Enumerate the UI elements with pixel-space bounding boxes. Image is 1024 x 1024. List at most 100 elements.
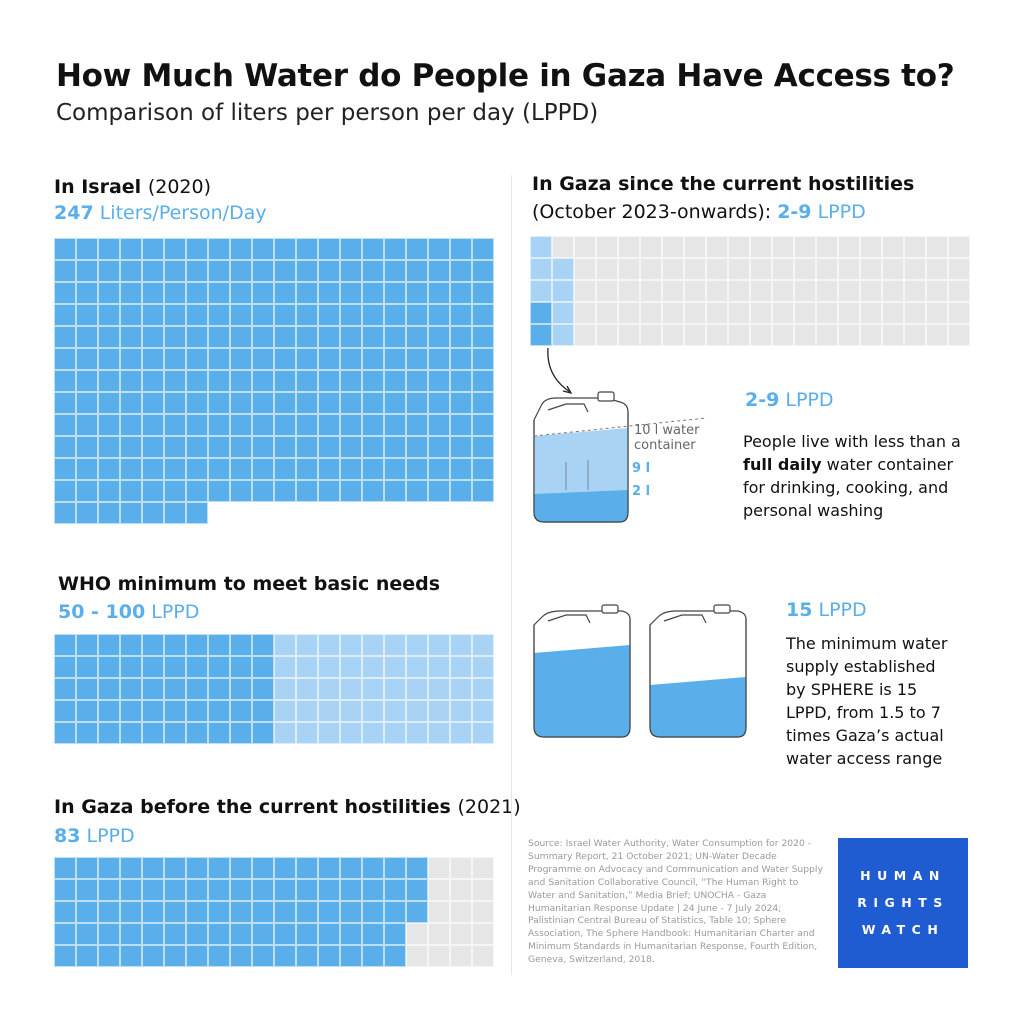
israel-heading-text: In Israel: [54, 176, 142, 198]
waffle-cell: [662, 280, 684, 302]
waffle-cell: [384, 634, 406, 656]
waffle-cell: [318, 370, 340, 392]
waffle-cell: [186, 458, 208, 480]
waffle-cell: [750, 280, 772, 302]
waffle-cell: [208, 634, 230, 656]
waffle-cell: [54, 502, 76, 524]
waffle-cell: [794, 324, 816, 346]
waffle-cell: [384, 238, 406, 260]
waffle-cell: [230, 326, 252, 348]
waffle-cell: [406, 414, 428, 436]
waffle-cell: [252, 282, 274, 304]
waffle-cell: [164, 304, 186, 326]
waffle-cell: [406, 656, 428, 678]
waffle-cell: [472, 722, 494, 744]
waffle-cell: [54, 634, 76, 656]
waffle-cell: [384, 901, 406, 923]
waffle-cell: [450, 480, 472, 502]
waffle-cell: [54, 348, 76, 370]
waffle-cell: [54, 678, 76, 700]
waffle-cell: [164, 260, 186, 282]
waffle-cell: [428, 370, 450, 392]
waffle-cell: [142, 370, 164, 392]
waffle-cell: [208, 414, 230, 436]
waffle-cell: [76, 260, 98, 282]
waffle-cell: [472, 458, 494, 480]
waffle-cell: [318, 392, 340, 414]
hrw-logo: HUMAN RIGHTS WATCH: [838, 838, 968, 968]
waffle-cell: [318, 923, 340, 945]
waffle-cell: [274, 879, 296, 901]
waffle-cell: [142, 414, 164, 436]
waffle-cell: [406, 901, 428, 923]
waffle-cell: [164, 414, 186, 436]
logo-line-1: HUMAN: [860, 868, 946, 883]
waffle-cell: [142, 656, 164, 678]
waffle-cell: [208, 282, 230, 304]
waffle-cell: [296, 392, 318, 414]
waffle-cell: [362, 634, 384, 656]
container-desc-post: water container for drinking, cooking, a…: [743, 455, 954, 520]
waffle-cell: [54, 480, 76, 502]
waffle-cell: [252, 945, 274, 967]
waffle-cell: [120, 857, 142, 879]
waffle-cell: [882, 280, 904, 302]
waffle-cell: [472, 436, 494, 458]
waffle-cell: [208, 879, 230, 901]
waffle-cell: [472, 326, 494, 348]
source-citation: Source: Israel Water Authority, Water Co…: [528, 838, 823, 966]
waffle-cell: [142, 326, 164, 348]
waffle-cell: [296, 923, 318, 945]
who-heading: WHO minimum to meet basic needs: [58, 573, 441, 595]
waffle-cell: [618, 258, 640, 280]
waffle-cell: [472, 656, 494, 678]
waffle-cell: [384, 304, 406, 326]
waffle-cell: [728, 236, 750, 258]
waffle-cell: [142, 923, 164, 945]
waffle-cell: [450, 945, 472, 967]
waffle-cell: [860, 258, 882, 280]
waffle-cell: [208, 923, 230, 945]
waffle-cell: [428, 260, 450, 282]
waffle-cell: [120, 722, 142, 744]
waffle-cell: [406, 282, 428, 304]
waffle-cell: [384, 436, 406, 458]
waffle-cell: [208, 678, 230, 700]
waffle-cell: [428, 326, 450, 348]
waffle-cell: [318, 857, 340, 879]
waffle-cell: [186, 923, 208, 945]
waffle-cell: [362, 370, 384, 392]
waffle-cell: [860, 236, 882, 258]
container-callout-figure: 2-9 LPPD: [745, 389, 834, 411]
waffle-cell: [450, 634, 472, 656]
waffle-cell: [252, 923, 274, 945]
waffle-cell: [750, 324, 772, 346]
waffle-cell: [684, 258, 706, 280]
waffle-cell: [362, 458, 384, 480]
waffle-cell: [472, 370, 494, 392]
sphere-containers-icon: [533, 604, 747, 738]
waffle-cell: [98, 326, 120, 348]
waffle-cell: [296, 370, 318, 392]
waffle-cell: [640, 324, 662, 346]
waffle-cell: [164, 656, 186, 678]
waffle-cell: [252, 857, 274, 879]
waffle-cell: [728, 302, 750, 324]
waffle-cell: [296, 879, 318, 901]
waffle-cell: [164, 678, 186, 700]
waffle-cell: [340, 879, 362, 901]
waffle-cell: [296, 436, 318, 458]
waffle-cell: [208, 238, 230, 260]
waffle-cell: [230, 282, 252, 304]
waffle-cell: [552, 280, 574, 302]
waffle-cell: [142, 879, 164, 901]
waffle-cell: [450, 436, 472, 458]
waffle-cell: [472, 348, 494, 370]
waffle-cell: [54, 238, 76, 260]
waffle-cell: [164, 901, 186, 923]
waffle-cell: [120, 414, 142, 436]
waffle-cell: [164, 700, 186, 722]
waffle-cell: [472, 634, 494, 656]
waffle-cell: [274, 722, 296, 744]
waffle-cell: [120, 502, 142, 524]
